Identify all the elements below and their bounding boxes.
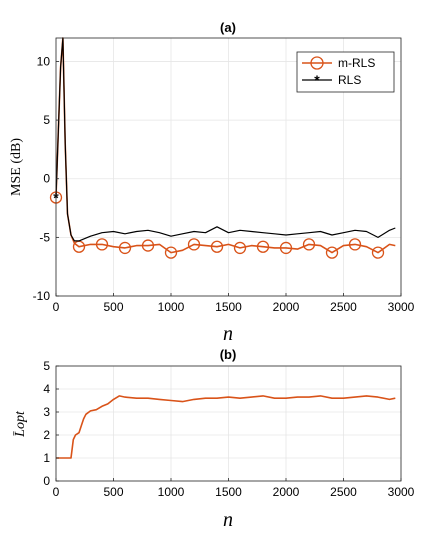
y-tick-label: 4 — [43, 382, 50, 396]
x-tick-label: 3000 — [388, 300, 415, 314]
x-tick-label: 500 — [103, 485, 123, 499]
panel-a: * 0 500 1000 1500 2000 2500 3000 -10 -5 0 5 10 (a)… — [9, 20, 415, 345]
panel-b: 0 500 1000 1500 2000 2500 3000 0 1 2 3 4 5 (b) n L̄… — [13, 347, 415, 531]
panel-b-x-ticks: 0 500 1000 1500 2000 2500 3000 — [53, 478, 415, 499]
series-line-rls — [55, 37, 396, 242]
panel-b-y-ticks: 0 1 2 3 4 5 — [43, 359, 59, 488]
panel-b-series — [56, 395, 396, 459]
panel-b-x-label: n — [223, 509, 233, 531]
m-rls-marker — [256, 240, 270, 253]
panel-a-x-label: n — [223, 323, 233, 345]
m-rls-marker — [325, 246, 339, 259]
panel-a-title: (a) — [220, 20, 236, 35]
m-rls-marker — [348, 238, 362, 251]
y-tick-label: 2 — [43, 428, 50, 442]
y-tick-label: 0 — [43, 474, 50, 488]
x-tick-label: 2000 — [273, 485, 300, 499]
y-tick-label: 5 — [43, 113, 50, 127]
panel-a-x-ticks: 0 500 1000 1500 2000 2500 3000 — [53, 293, 415, 314]
legend-rls-marker: * — [314, 72, 320, 88]
m-rls-marker — [371, 246, 385, 259]
x-tick-label: 1500 — [215, 300, 242, 314]
y-tick-label: 1 — [43, 451, 50, 465]
x-tick-label: 0 — [53, 300, 60, 314]
x-tick-label: 0 — [53, 485, 60, 499]
x-tick-label: 3000 — [388, 485, 415, 499]
m-rls-marker — [187, 238, 201, 251]
x-tick-label: 1000 — [158, 485, 185, 499]
x-tick-label: 500 — [103, 300, 123, 314]
m-rls-marker — [233, 241, 247, 255]
panel-b-title: (b) — [220, 347, 237, 362]
panel-a-y-ticks: -10 -5 0 5 10 — [33, 54, 59, 303]
panel-a-y-label: MSE (dB) — [9, 138, 24, 196]
y-tick-label: 5 — [43, 359, 50, 373]
m-rls-marker — [141, 239, 155, 252]
x-tick-label: 2500 — [330, 300, 357, 314]
m-rls-marker — [95, 238, 109, 251]
m-rls-marker — [118, 241, 132, 255]
y-tick-label: -10 — [33, 289, 51, 303]
x-tick-label: 2500 — [330, 485, 357, 499]
panel-a-legend: m-RLS * RLS — [296, 51, 395, 93]
x-tick-label: 2000 — [273, 300, 300, 314]
m-rls-marker — [210, 240, 224, 253]
legend-m-rls-label: m-RLS — [338, 56, 375, 70]
panel-b-y-label: L̄opt — [13, 410, 28, 438]
y-tick-label: 0 — [43, 172, 50, 186]
legend-m-rls-marker — [310, 56, 324, 70]
x-tick-label: 1000 — [158, 300, 185, 314]
y-tick-label: 10 — [37, 54, 51, 68]
y-tick-label: 3 — [43, 405, 50, 419]
x-tick-label: 1500 — [215, 485, 242, 499]
m-rls-marker — [302, 238, 316, 251]
legend-rls-label: RLS — [338, 73, 361, 87]
series-line-lopt — [56, 395, 396, 459]
m-rls-marker — [164, 246, 178, 259]
m-rls-marker — [279, 241, 293, 255]
y-tick-label: -5 — [39, 230, 50, 244]
